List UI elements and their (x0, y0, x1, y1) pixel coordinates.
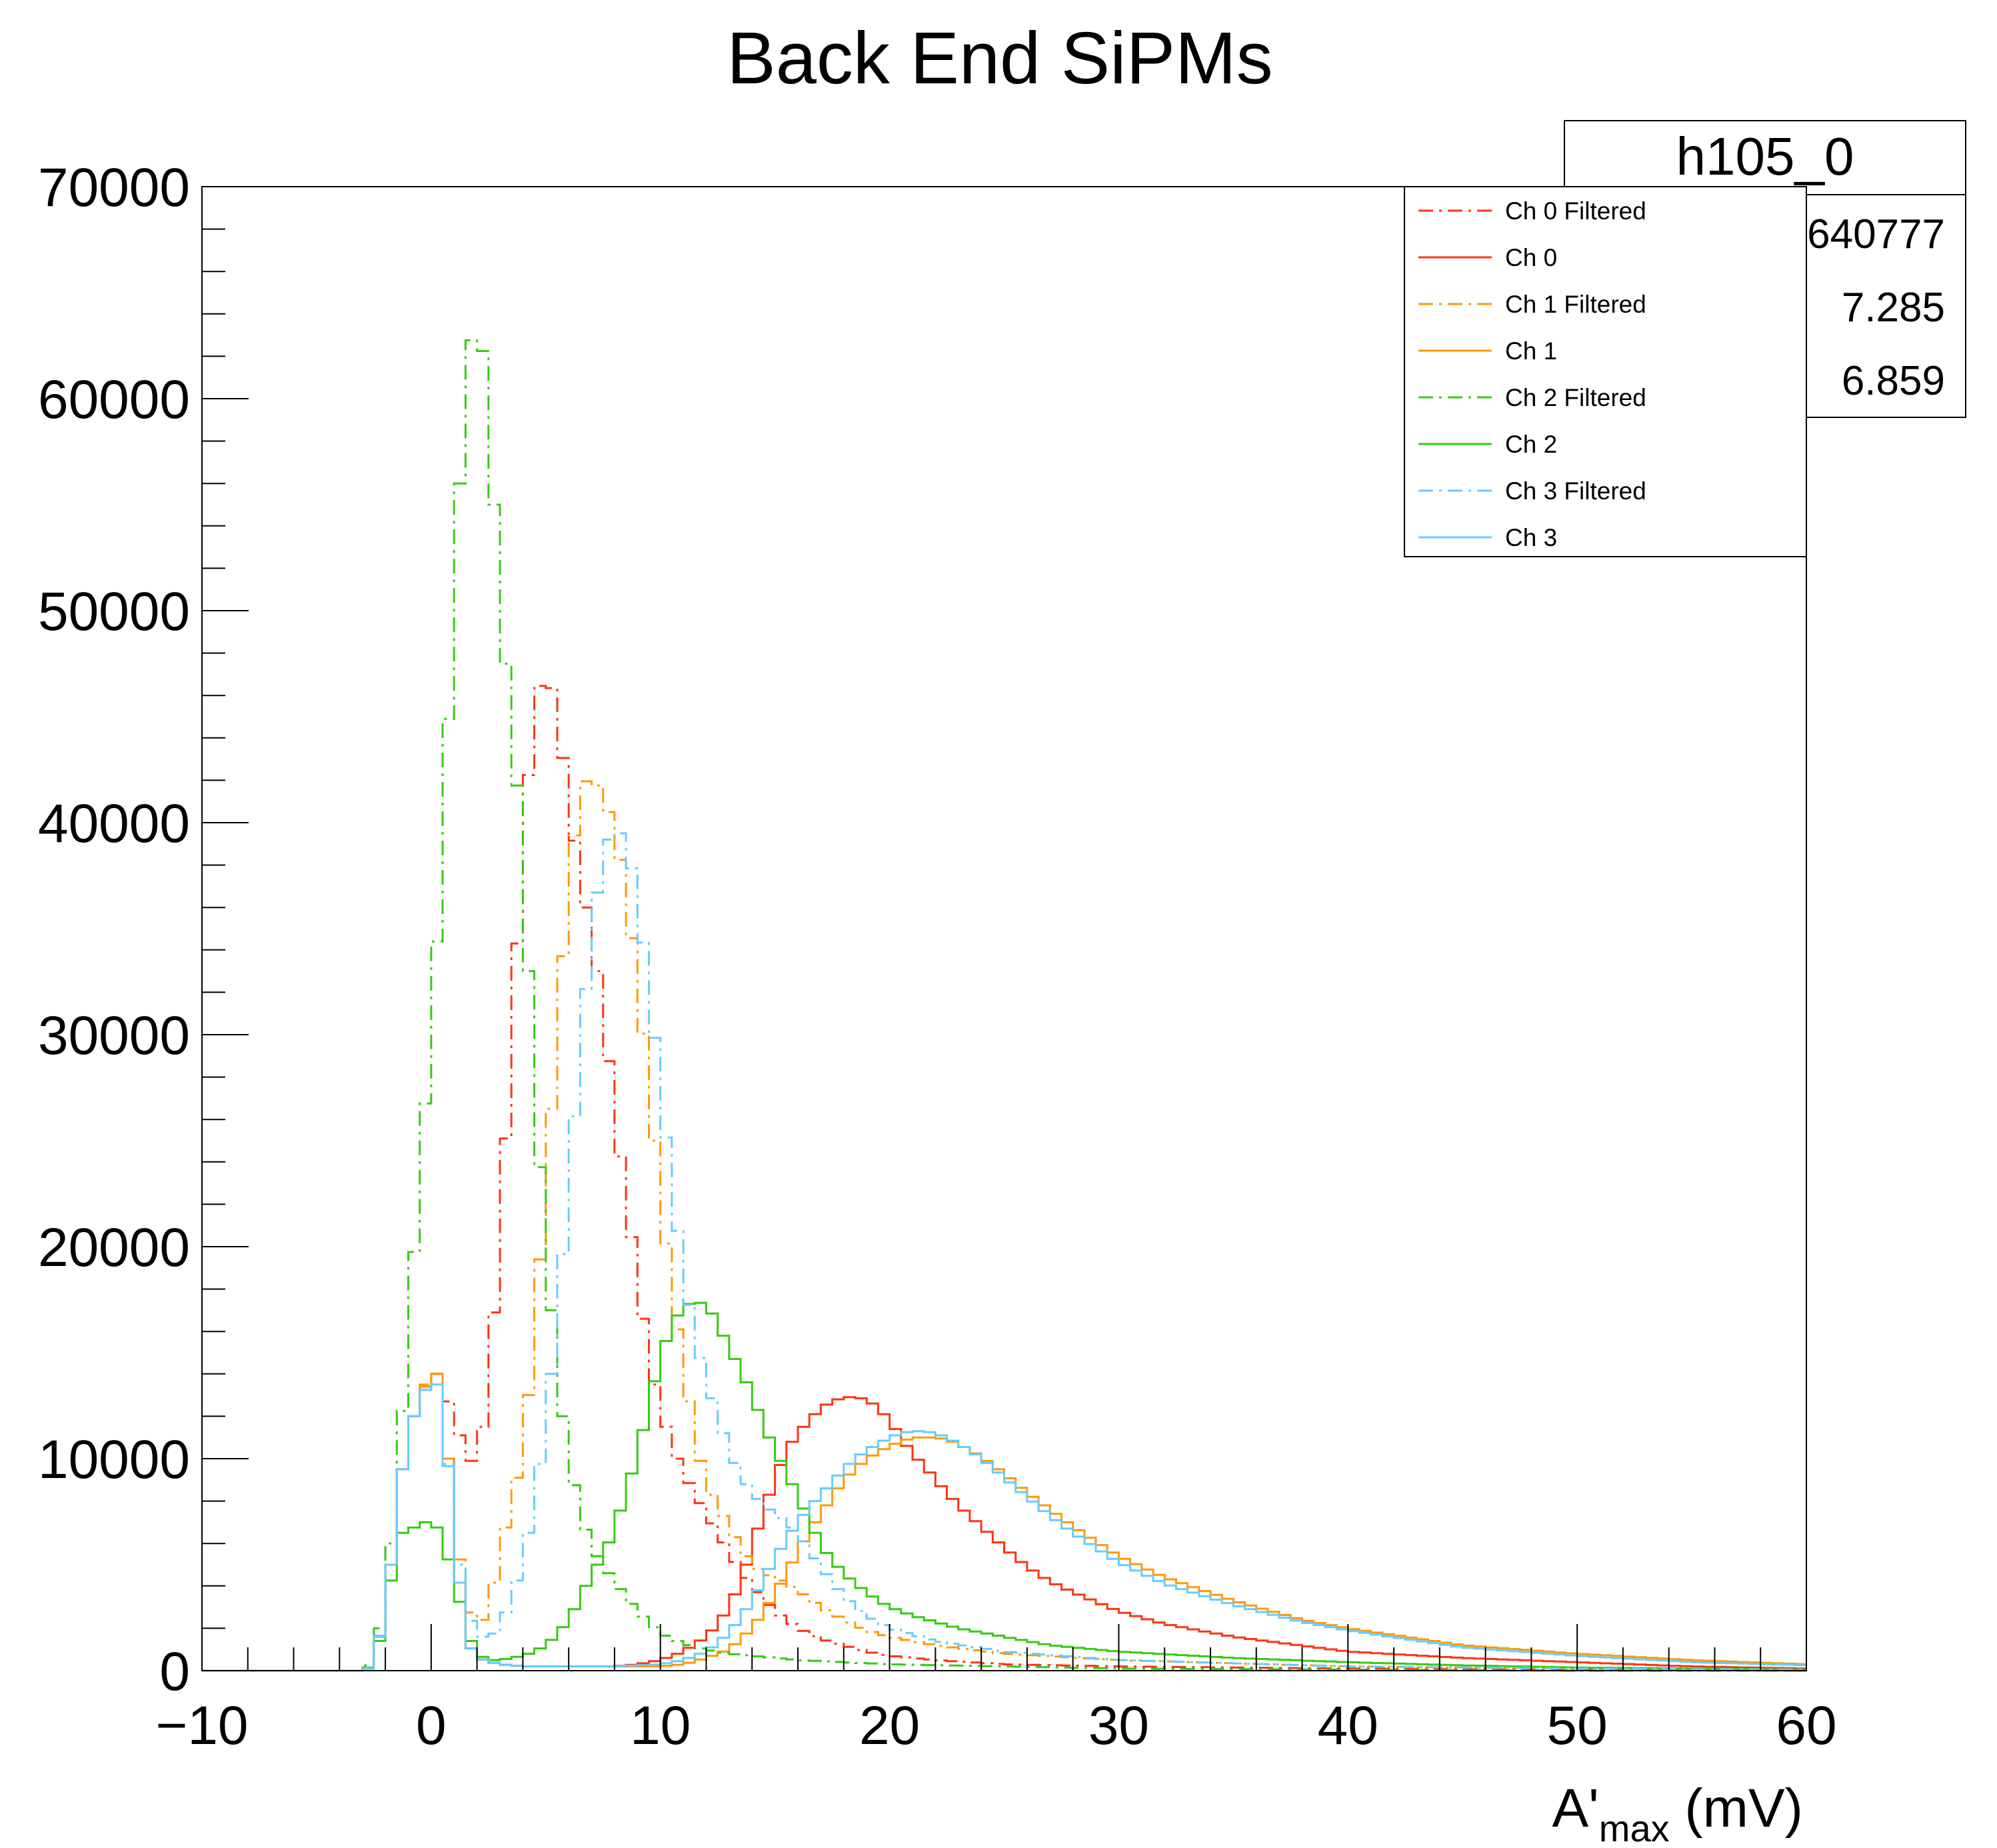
y-tick-label: 70000 (38, 157, 190, 218)
stats-entries-value: 640777 (1807, 211, 1945, 257)
stats-stddev-value: 6.859 (1842, 358, 1945, 404)
plot-frame (201, 186, 1807, 1671)
series-line-7 (202, 1383, 1806, 1672)
y-tick-label: 10000 (38, 1429, 190, 1490)
x-tick-label: 60 (1776, 1695, 1836, 1756)
axis-ticks: −10 0 10 20 30 40 50 60010000200003000040000500… (38, 157, 1837, 1756)
x-tick-label: 10 (630, 1695, 691, 1756)
legend-label: Ch 0 (1505, 244, 1557, 271)
stats-title: h105_0 (1676, 127, 1854, 186)
stats-mean-value: 7.285 (1842, 285, 1945, 331)
y-tick-label: 50000 (38, 581, 190, 642)
x-axis-title-subscript: max (1599, 1807, 1670, 1848)
x-tick-label: −10 (155, 1695, 248, 1756)
series-line-6 (202, 832, 1806, 1672)
legend: Ch 0 Filtered Ch 0 Ch 1 Filtered Ch 1 Ch 2 F… (1404, 186, 1807, 557)
legend-label: Ch 0 Filtered (1505, 197, 1646, 225)
y-tick-label: 60000 (38, 369, 190, 430)
legend-frame (1404, 186, 1807, 557)
chart-title: Back End SiPMs (727, 17, 1272, 99)
y-tick-label: 30000 (38, 1005, 190, 1066)
x-tick-label: 40 (1318, 1695, 1378, 1756)
y-tick-label: 20000 (38, 1217, 190, 1278)
series-line-5 (202, 1301, 1806, 1672)
y-tick-label: 0 (159, 1641, 190, 1702)
legend-label: Ch 1 (1505, 337, 1557, 365)
legend-label: Ch 3 Filtered (1505, 477, 1646, 505)
legend-label: Ch 2 Filtered (1505, 384, 1646, 411)
x-axis-title: A'max (mV) (1552, 1778, 1803, 1848)
legend-label: Ch 3 (1505, 524, 1557, 551)
x-tick-label: 50 (1547, 1695, 1608, 1756)
x-tick-label: 0 (416, 1695, 447, 1756)
x-tick-label: 30 (1088, 1695, 1149, 1756)
x-axis-title-main: A' (1552, 1778, 1598, 1839)
legend-label: Ch 2 (1505, 431, 1557, 458)
legend-label: Ch 1 Filtered (1505, 291, 1646, 318)
y-tick-label: 40000 (38, 793, 190, 854)
x-axis-title-unit: (mV) (1670, 1778, 1803, 1839)
x-tick-label: 20 (859, 1695, 920, 1756)
